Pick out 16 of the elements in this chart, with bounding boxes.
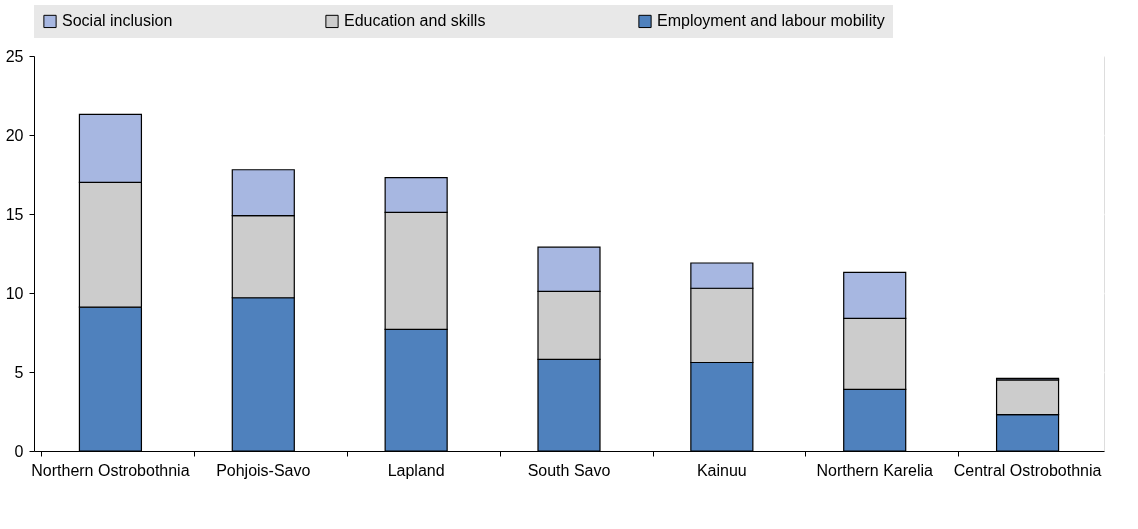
x-tick-label: Pohjois-Savo [216,461,311,479]
x-tick-label: Northern Karelia [816,461,934,479]
legend-label: Employment and labour mobility [657,12,885,30]
x-tick-label: Central Ostrobothnia [953,461,1102,479]
legend-label: Social inclusion [62,12,173,30]
x-tick-label: Kainuu [696,461,747,479]
y-tick-label: 10 [5,284,24,302]
y-tick-label: 25 [5,47,24,65]
y-tick-label: 20 [5,126,24,144]
x-tick-label: South Savo [527,461,611,479]
y-tick-label: 5 [14,363,24,381]
y-tick-label: 0 [14,442,24,460]
x-tick-label: Northern Ostrobothnia [31,461,190,479]
x-tick-label: Lapland [387,461,445,479]
legend-label: Education and skills [344,12,486,30]
y-tick-label: 15 [5,205,24,223]
